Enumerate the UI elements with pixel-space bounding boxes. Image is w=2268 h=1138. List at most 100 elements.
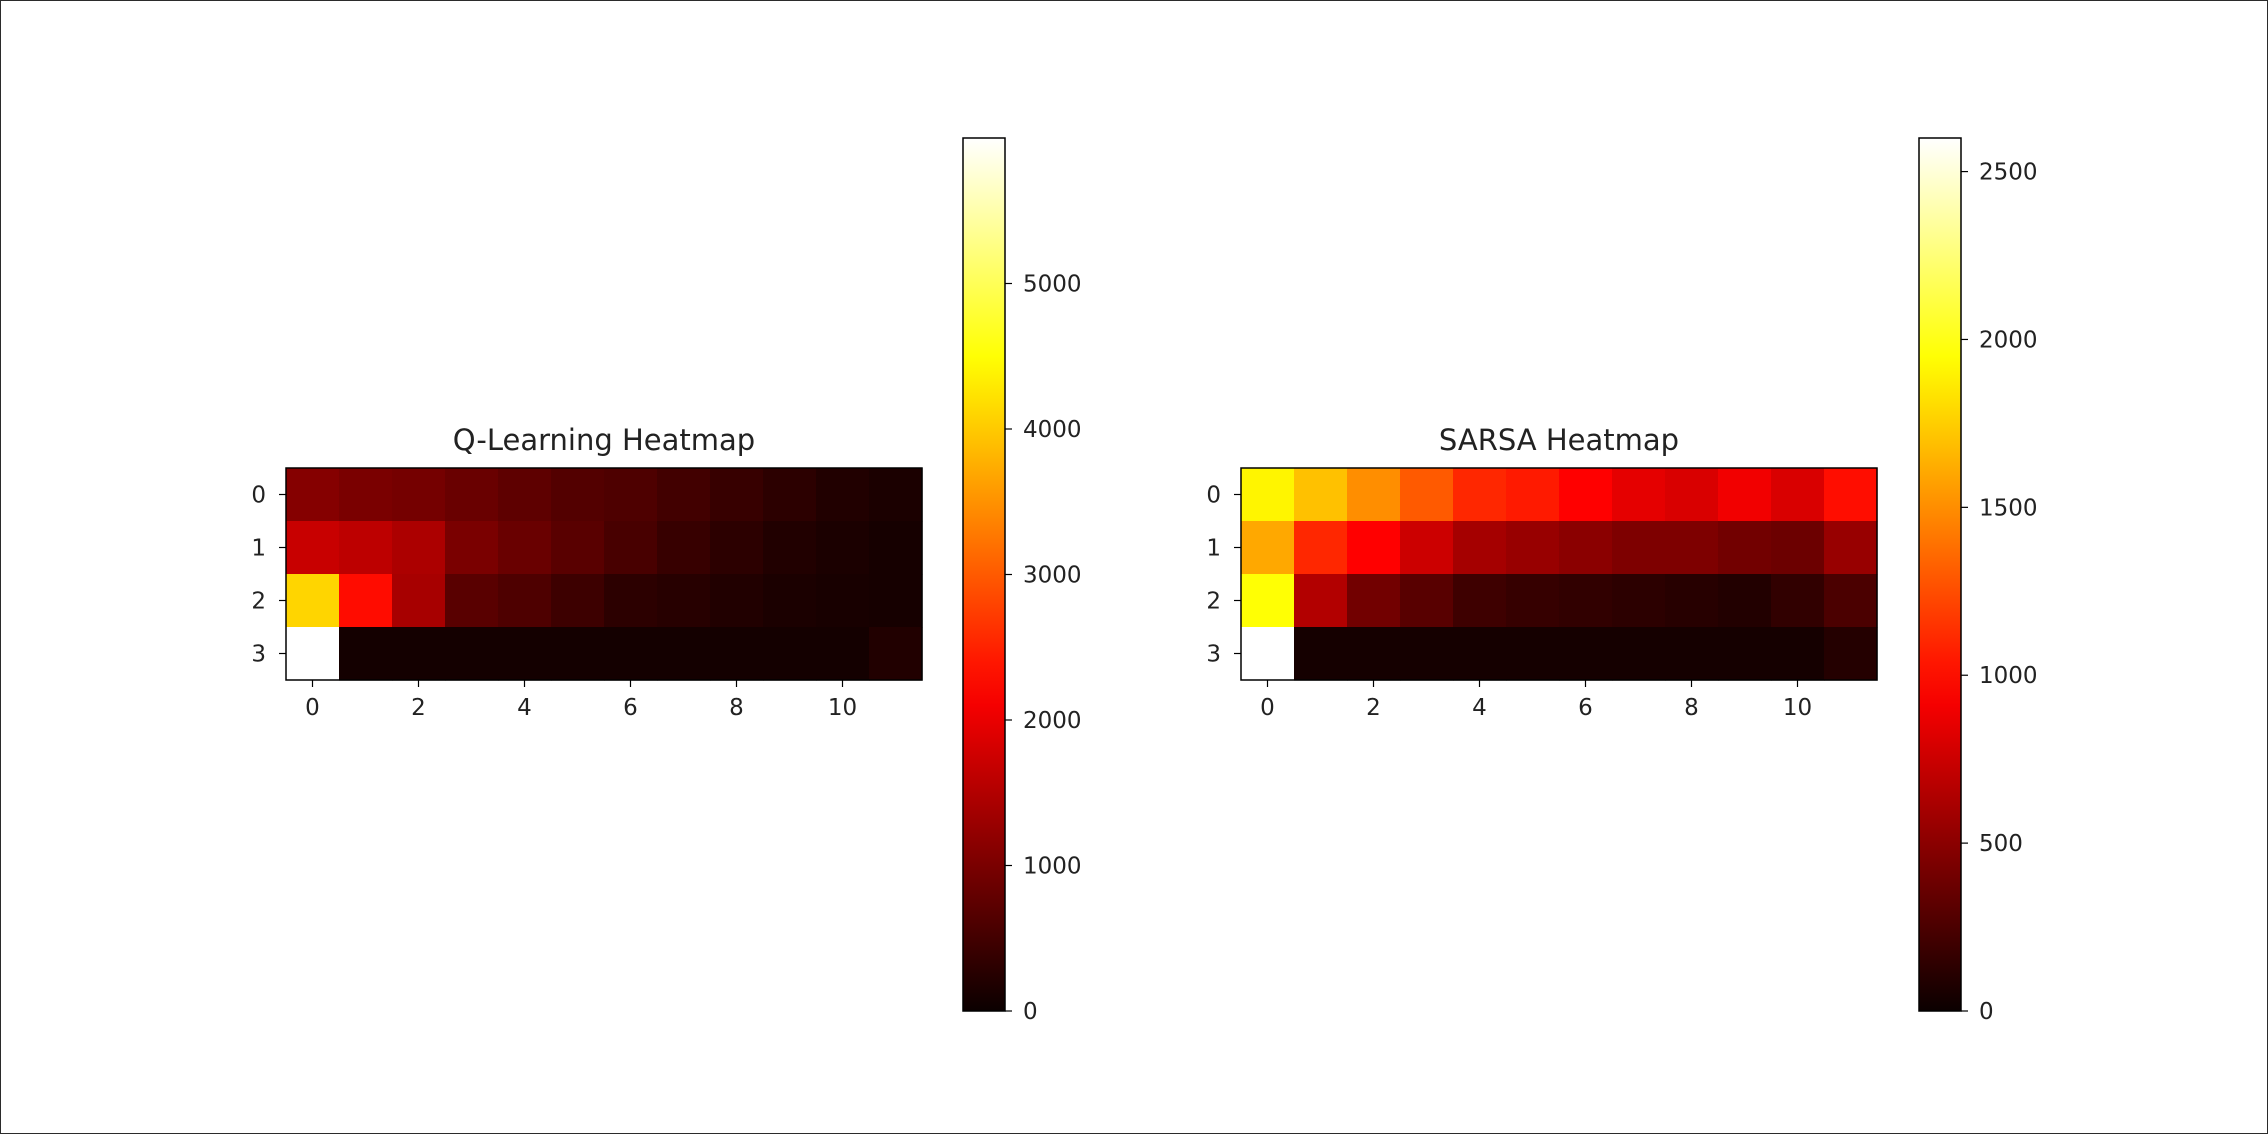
heatmap-cell (604, 574, 658, 628)
heatmap-cell (1400, 468, 1454, 522)
heatmap-cell (1665, 574, 1719, 628)
heatmap-cell (1612, 521, 1666, 575)
heatmap-cell (1665, 627, 1719, 681)
heatmap-cell (1665, 521, 1719, 575)
heatmap-cell (445, 468, 499, 522)
heatmap-cell (286, 574, 340, 628)
x-tick-label: 8 (1684, 695, 1699, 721)
heatmap-cell (657, 521, 711, 575)
colorbar-tick-label: 1500 (1979, 495, 2038, 521)
heatmap-cell (816, 574, 870, 628)
heatmap-cell (1294, 521, 1348, 575)
heatmap-cell (1559, 521, 1613, 575)
heatmap-cell (1347, 521, 1401, 575)
heatmap-cell (1453, 574, 1507, 628)
colorbar-tick-label: 4000 (1023, 417, 1082, 443)
heatmap-cell (1824, 627, 1878, 681)
heatmap-cell (1506, 521, 1560, 575)
x-tick-label: 8 (729, 695, 744, 721)
heatmap-cell (339, 521, 393, 575)
heatmap-cell (1718, 468, 1772, 522)
heatmap-cell (657, 627, 711, 681)
colorbar-tick-label: 5000 (1023, 272, 1082, 298)
heatmap-cell (551, 627, 605, 681)
heatmap-cell (498, 574, 552, 628)
x-tick-label: 10 (1783, 695, 1812, 721)
heatmap-cell (816, 521, 870, 575)
colorbar-tick-label: 1000 (1979, 663, 2038, 689)
heatmap-title: Q-Learning Heatmap (453, 423, 755, 457)
heatmap-cell (339, 468, 393, 522)
heatmap-cell (1718, 627, 1772, 681)
heatmap-cell (869, 627, 923, 681)
heatmap-cell (1718, 574, 1772, 628)
colorbar-tick-label: 1000 (1023, 854, 1082, 880)
colorbar-tick-label: 2000 (1979, 327, 2038, 353)
y-tick-label: 2 (251, 589, 266, 615)
heatmap-cell (1241, 521, 1295, 575)
heatmap-cell (869, 574, 923, 628)
heatmap-cell (392, 574, 446, 628)
y-tick-label: 3 (251, 642, 266, 668)
y-tick-label: 1 (251, 536, 266, 562)
y-tick-label: 2 (1206, 589, 1221, 615)
heatmap-cell (1506, 574, 1560, 628)
heatmap-cell (445, 574, 499, 628)
heatmap-cell (1559, 627, 1613, 681)
x-tick-label: 10 (828, 695, 857, 721)
panel-0: Q-Learning Heatmap 0 2 4 6 8 10 0 1 2 3 0 1000 2000 30… (251, 137, 1082, 1025)
heatmap-cell (1824, 574, 1878, 628)
heatmap-cell (1771, 627, 1825, 681)
heatmap-cell (1453, 468, 1507, 522)
x-tick-label: 4 (517, 695, 532, 721)
heatmap-cell (657, 468, 711, 522)
heatmap-cell (710, 627, 764, 681)
colorbar-tick-label: 0 (1979, 999, 1994, 1025)
heatmap-frame (1240, 467, 1878, 681)
heatmap-cell (1241, 468, 1295, 522)
heatmap-cell (1400, 521, 1454, 575)
heatmap-cell (498, 468, 552, 522)
heatmap-cell (1612, 574, 1666, 628)
colorbar-tick-label: 500 (1979, 831, 2023, 857)
x-tick-label: 2 (1366, 695, 1381, 721)
x-tick-label: 2 (411, 695, 426, 721)
x-tick-label: 0 (305, 695, 320, 721)
heatmap-cell (869, 521, 923, 575)
heatmap-cell (1241, 627, 1295, 681)
heatmap-cell (339, 627, 393, 681)
heatmap-cell (286, 627, 340, 681)
heatmap-cell (1771, 574, 1825, 628)
heatmap-cell (1559, 468, 1613, 522)
heatmap-frame (285, 467, 923, 681)
x-tick-label: 6 (623, 695, 638, 721)
heatmap-cell (339, 574, 393, 628)
heatmap-cell (1824, 468, 1878, 522)
heatmap-cell (498, 521, 552, 575)
y-tick-label: 0 (251, 483, 266, 509)
heatmap-cell (1559, 574, 1613, 628)
heatmap-cell (1612, 627, 1666, 681)
heatmap-title: SARSA Heatmap (1439, 423, 1679, 457)
heatmap-cell (1347, 627, 1401, 681)
heatmap-cell (1294, 468, 1348, 522)
heatmap-cell (1718, 521, 1772, 575)
heatmap-cell (1400, 574, 1454, 628)
heatmap-cell (816, 468, 870, 522)
x-tick-label: 4 (1472, 695, 1487, 721)
heatmap-cell (869, 468, 923, 522)
heatmap-cell (604, 627, 658, 681)
heatmap-cell (763, 468, 817, 522)
heatmap-cell (763, 574, 817, 628)
heatmap-cell (1400, 627, 1454, 681)
heatmap-cell (604, 521, 658, 575)
heatmap-cell (445, 521, 499, 575)
colorbar-tick-label: 0 (1023, 999, 1038, 1025)
heatmap-cell (551, 521, 605, 575)
colorbar-frame (1918, 137, 1962, 1012)
heatmap-cell (1453, 627, 1507, 681)
y-tick-label: 1 (1206, 536, 1221, 562)
heatmap-cell (1665, 468, 1719, 522)
colorbar-fill (1919, 138, 1961, 1011)
heatmap-cell (445, 627, 499, 681)
